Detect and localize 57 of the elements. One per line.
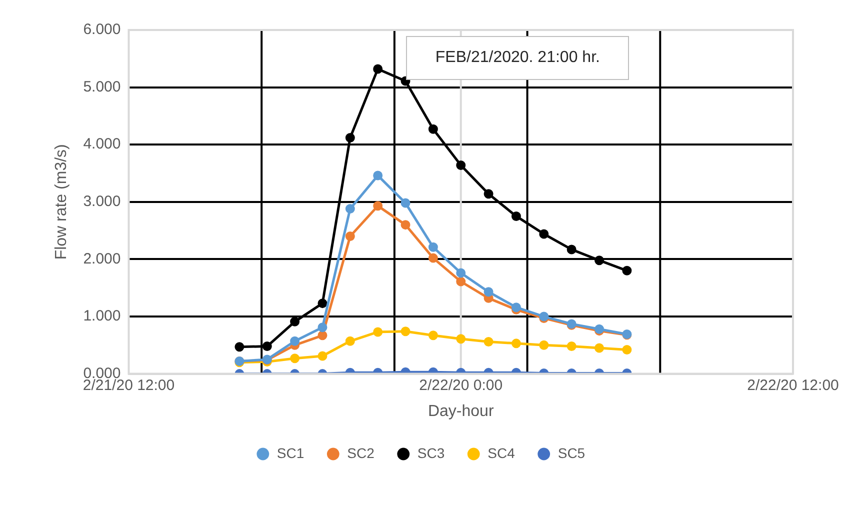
point — [428, 242, 438, 252]
point — [400, 326, 410, 336]
point — [428, 253, 438, 263]
point — [511, 211, 521, 221]
point — [594, 343, 604, 353]
point — [456, 268, 466, 278]
point — [234, 342, 244, 352]
legend-label: SC3 — [417, 444, 445, 461]
point — [484, 189, 494, 199]
point — [456, 160, 466, 170]
point — [345, 132, 355, 142]
point — [262, 342, 272, 352]
point — [290, 354, 300, 364]
point — [456, 276, 466, 286]
point — [400, 220, 410, 230]
point — [428, 330, 438, 340]
point — [290, 316, 300, 326]
point — [318, 330, 328, 340]
point — [539, 229, 549, 239]
point — [373, 201, 383, 211]
x-tick-label: 2/22/20 12:00 — [747, 376, 839, 394]
y-tick-label: 3.000 — [83, 193, 121, 210]
point — [318, 322, 328, 332]
point — [373, 170, 383, 180]
point — [456, 334, 466, 344]
point — [290, 336, 300, 346]
y-tick-label: 2.000 — [83, 250, 121, 268]
point — [345, 232, 355, 242]
legend-label: SC5 — [558, 444, 586, 461]
point — [566, 244, 576, 254]
y-tick-label: 5.000 — [83, 78, 121, 96]
legend-label: SC2 — [347, 444, 375, 461]
note-box: FEB/21/2020. 21:00 hr. — [406, 36, 629, 80]
point — [345, 336, 355, 346]
point — [622, 344, 632, 354]
point — [400, 198, 410, 208]
x-axis-title: Day-hour — [428, 402, 494, 420]
point — [484, 287, 494, 297]
y-tick-label: 6.000 — [83, 21, 121, 38]
point — [566, 342, 576, 352]
x-tick-label: 2/22/20 0:00 — [419, 376, 503, 394]
point — [539, 340, 549, 350]
point — [622, 266, 632, 276]
point — [318, 351, 328, 361]
y-axis-title: Flow rate (m3/s) — [53, 144, 70, 260]
point — [511, 338, 521, 348]
point — [318, 298, 328, 308]
point — [373, 64, 383, 74]
point — [345, 204, 355, 214]
legend-label: SC1 — [276, 444, 304, 461]
point — [428, 124, 438, 134]
point — [484, 336, 494, 346]
point — [594, 256, 604, 266]
y-tick-label: 4.000 — [83, 136, 121, 153]
y-tick-label: 1.000 — [83, 308, 121, 325]
legend-label: SC4 — [488, 444, 516, 461]
point — [373, 327, 383, 337]
